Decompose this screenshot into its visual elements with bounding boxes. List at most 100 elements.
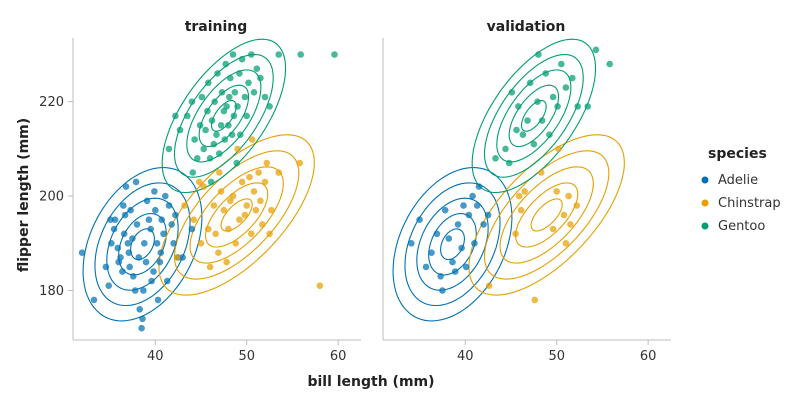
point-adelie-training	[102, 263, 110, 271]
point-adelie-validation	[437, 273, 444, 280]
point-adelie-training	[125, 249, 133, 256]
point-chinstrap-training	[220, 206, 228, 214]
point-gentoo-training	[217, 122, 225, 129]
point-adelie-training	[110, 225, 118, 233]
point-adelie-training	[158, 216, 165, 223]
point-chinstrap-training	[217, 188, 225, 195]
point-gentoo-training	[225, 122, 232, 129]
point-gentoo-training	[206, 155, 214, 162]
legend-label-adelie: Adelie	[718, 173, 758, 188]
point-adelie-training	[138, 324, 145, 332]
legend-marker-gentoo	[701, 222, 709, 230]
point-gentoo-training	[233, 159, 240, 167]
plot-area-validation	[392, 38, 625, 322]
point-adelie-training	[142, 258, 150, 266]
point-gentoo-validation	[505, 159, 513, 167]
point-gentoo-validation	[606, 60, 613, 68]
point-adelie-training	[165, 202, 173, 209]
point-gentoo-training	[176, 126, 184, 134]
point-adelie-validation	[460, 202, 467, 209]
point-gentoo-validation	[549, 93, 557, 101]
plot-area-training	[78, 38, 338, 332]
point-chinstrap-training	[236, 216, 243, 223]
point-gentoo-training	[250, 89, 258, 96]
point-adelie-training	[108, 240, 115, 247]
point-gentoo-training	[237, 131, 244, 138]
point-gentoo-training	[238, 55, 246, 63]
point-adelie-training	[135, 254, 143, 261]
point-gentoo-training	[266, 103, 273, 110]
point-adelie-training	[121, 211, 129, 219]
point-gentoo-training	[207, 178, 215, 186]
point-gentoo-training	[211, 98, 218, 105]
point-adelie-training	[163, 277, 171, 285]
point-chinstrap-validation	[517, 206, 525, 214]
x-tick-label: 60	[640, 349, 657, 364]
point-gentoo-training	[223, 103, 230, 110]
point-adelie-training	[133, 221, 141, 228]
point-adelie-training	[153, 240, 161, 247]
point-chinstrap-training	[210, 202, 218, 209]
point-adelie-validation	[408, 240, 415, 247]
contour-adelie-validation-3	[416, 197, 489, 291]
point-adelie-validation	[428, 249, 435, 256]
point-adelie-validation	[462, 263, 470, 271]
point-chinstrap-training	[225, 225, 232, 233]
point-adelie-training	[170, 240, 177, 247]
contour-chinstrap-validation-3	[499, 166, 594, 264]
point-adelie-training	[107, 216, 114, 223]
point-adelie-training	[156, 258, 164, 266]
point-gentoo-training	[202, 126, 209, 134]
point-gentoo-training	[234, 103, 241, 110]
contour-gentoo-training-5	[161, 38, 287, 194]
point-adelie-training	[129, 235, 136, 242]
point-adelie-validation	[454, 221, 462, 228]
x-axis-title: bill length (mm)	[307, 374, 434, 390]
legend-title: species	[708, 146, 767, 162]
point-gentoo-validation	[530, 140, 538, 148]
point-gentoo-training	[198, 93, 206, 101]
point-gentoo-training	[226, 93, 233, 101]
x-tick-label: 40	[147, 349, 164, 364]
point-adelie-training	[139, 315, 146, 323]
point-adelie-validation	[422, 263, 430, 271]
point-adelie-training	[136, 306, 143, 313]
point-gentoo-training	[236, 70, 243, 77]
point-gentoo-training	[222, 60, 229, 68]
point-chinstrap-training	[252, 206, 260, 214]
point-chinstrap-validation	[562, 240, 570, 247]
axis-ticks: 180 200 220 40 50 60 40 50 60	[39, 95, 656, 364]
point-adelie-training	[140, 287, 147, 294]
point-gentoo-training	[231, 89, 239, 96]
point-chinstrap-training	[195, 178, 203, 186]
point-chinstrap-training	[232, 240, 239, 247]
point-chinstrap-training	[246, 173, 253, 181]
point-gentoo-validation	[524, 117, 531, 124]
point-adelie-training	[105, 282, 112, 290]
point-chinstrap-training	[212, 230, 219, 238]
point-adelie-training	[151, 188, 158, 195]
point-gentoo-training	[189, 169, 197, 176]
point-chinstrap-training	[250, 188, 258, 195]
point-adelie-training	[120, 202, 127, 209]
panel-title-training: training	[185, 19, 248, 35]
point-gentoo-training	[205, 79, 212, 87]
contour-gentoo-validation-2	[508, 84, 560, 148]
point-gentoo-training	[228, 131, 236, 138]
point-chinstrap-validation	[512, 230, 519, 238]
point-gentoo-validation	[538, 117, 546, 124]
point-gentoo-validation	[574, 103, 581, 110]
contour-gentoo-training-2	[198, 84, 250, 148]
point-gentoo-training	[253, 65, 261, 72]
point-gentoo-training	[165, 145, 173, 153]
y-tick-label: 220	[39, 95, 64, 110]
x-tick-label: 50	[238, 349, 255, 364]
point-chinstrap-training	[229, 192, 237, 200]
point-chinstrap-validation	[560, 211, 568, 219]
point-gentoo-training	[216, 150, 223, 157]
point-adelie-training	[111, 216, 119, 223]
point-gentoo-validation	[584, 103, 592, 110]
point-chinstrap-validation	[537, 169, 545, 176]
contour-chinstrap-validation-1	[530, 198, 563, 232]
